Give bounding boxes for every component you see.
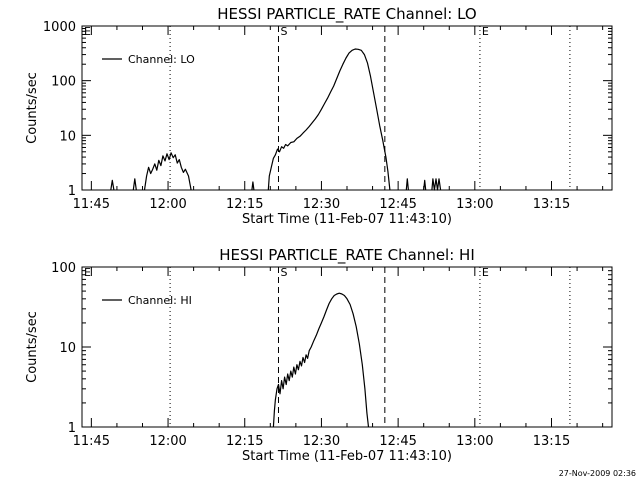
chart-2-marker-label-5: E <box>482 266 489 279</box>
chart-1-y-tick-label: 100 <box>51 75 76 90</box>
chart-1-x-tick-label: 12:15 <box>226 197 263 212</box>
chart-1-y-tick-label: 1000 <box>43 20 76 35</box>
chart-1-series-segment-4 <box>251 181 255 191</box>
footer-timestamp: 27-Nov-2009 02:36 <box>559 469 636 478</box>
chart-1-legend-label: Channel: LO <box>128 53 195 66</box>
chart-1-y-axis-label: Counts/sec <box>25 72 40 144</box>
chart-2-x-tick-label: 12:00 <box>149 434 186 449</box>
chart-1-x-tick-label: 12:45 <box>379 197 416 212</box>
chart-2-x-tick-label: 13:00 <box>456 434 493 449</box>
chart-2-title: HESSI PARTICLE_RATE Channel: HI <box>219 246 475 265</box>
chart-2-x-tick-label: 12:30 <box>303 434 340 449</box>
chart-1-x-tick-label: 13:00 <box>456 197 493 212</box>
chart-1-title: HESSI PARTICLE_RATE Channel: LO <box>217 5 476 24</box>
chart-1-x-tick-label: 11:45 <box>73 197 110 212</box>
chart-1-series-segment-2 <box>132 178 137 191</box>
chart-2-y-tick-label: 10 <box>59 341 76 356</box>
chart-1-x-tick-label: 12:30 <box>303 197 340 212</box>
chart-2-legend-label: Channel: HI <box>128 294 192 307</box>
chart-2-y-axis-label: Counts/sec <box>25 311 40 383</box>
chart-2-x-tick-label: 13:15 <box>533 434 570 449</box>
chart-2-x-axis-label: Start Time (11-Feb-07 11:43:10) <box>242 449 452 464</box>
chart-1-marker-label-1: E <box>84 25 91 38</box>
chart-1-marker-label-3: S <box>280 25 287 38</box>
chart-1-marker-label-5: E <box>482 25 489 38</box>
chart-2-y-tick-label: 100 <box>51 261 76 276</box>
chart-1-series-segment-7 <box>423 179 427 191</box>
chart-2-x-tick-label: 12:45 <box>379 434 416 449</box>
chart-1-series-segment-8 <box>431 178 442 191</box>
chart-2-y-tick-label: 1 <box>68 421 76 436</box>
chart-2-marker-label-1: E <box>84 266 91 279</box>
chart-1-series-segment-3 <box>143 152 192 191</box>
chart-1-y-tick-label: 1 <box>68 184 76 199</box>
chart-1-y-tick-label: 10 <box>59 129 76 144</box>
chart-1-series-segment-1 <box>110 179 115 191</box>
chart-1-x-tick-label: 13:15 <box>533 197 570 212</box>
chart-2-marker-label-3: S <box>280 266 287 279</box>
chart-1-x-tick-label: 12:00 <box>149 197 186 212</box>
chart-1-x-axis-label: Start Time (11-Feb-07 11:43:10) <box>242 212 452 227</box>
chart-1-series-segment-5 <box>267 48 391 191</box>
chart-2-x-tick-label: 12:15 <box>226 434 263 449</box>
chart-1-series-segment-6 <box>405 178 409 191</box>
chart-2-series-segment-1 <box>272 292 370 428</box>
chart-2-x-tick-label: 11:45 <box>73 434 110 449</box>
